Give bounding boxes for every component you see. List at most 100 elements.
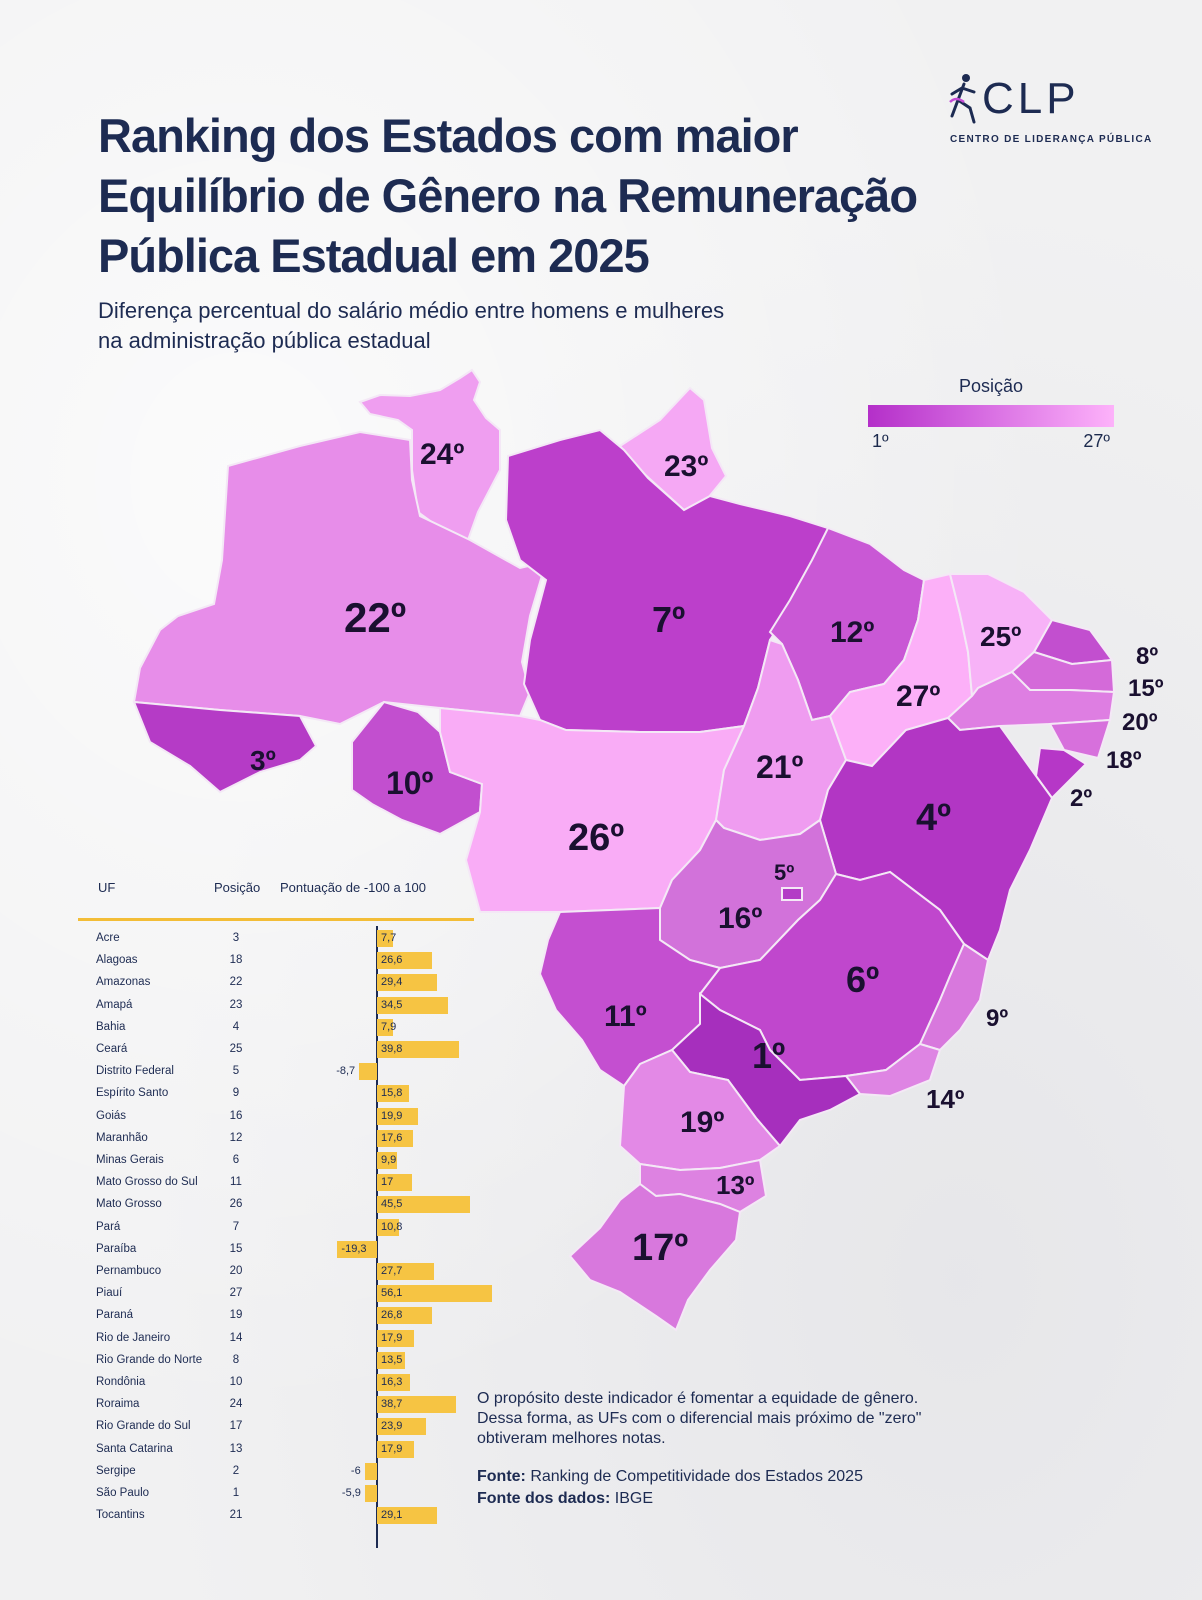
state-al	[1048, 718, 1112, 760]
title-line-1: Ranking dos Estados com maior	[98, 109, 799, 162]
legend-max-label: 27º	[1083, 431, 1110, 451]
score-label: 23,9	[381, 1420, 403, 1433]
legend-min-label: 1º	[872, 431, 889, 451]
score-bar	[377, 1440, 414, 1458]
score-bar	[377, 1107, 418, 1125]
row-position: 10	[229, 1376, 243, 1388]
title-line-3: Pública Estadual em 2025	[98, 229, 650, 282]
score-label: 10,8	[381, 1220, 403, 1233]
header-posicao: Posição	[214, 880, 261, 895]
score-label: 16,3	[381, 1376, 403, 1388]
score-bar	[377, 1418, 426, 1436]
score-bar	[377, 1329, 414, 1347]
row-position: 7	[232, 1220, 240, 1233]
table-row: Rio de Janeiro 14 17,9	[78, 1328, 478, 1350]
row-uf: Maranhão	[96, 1131, 148, 1144]
row-uf: Tocantins	[96, 1509, 145, 1522]
data-source-label: Fonte dos dados:	[477, 1490, 611, 1507]
score-label: 15,8	[381, 1087, 403, 1100]
source-block: Fonte: Ranking de Competitividade dos Es…	[477, 1466, 863, 1510]
row-uf: Pará	[96, 1220, 121, 1233]
rank-label-go: 16º	[718, 902, 762, 935]
row-uf: Espírito Santo	[96, 1087, 169, 1100]
score-bar	[377, 1041, 459, 1058]
score-label: 7,9	[381, 1020, 397, 1033]
row-position: 9	[232, 1087, 240, 1100]
row-position: 13	[229, 1442, 243, 1455]
row-uf: Ceará	[96, 1043, 128, 1055]
logo-subtitle: CENTRO DE LIDERANÇA PÚBLICA	[950, 134, 1153, 145]
row-position: 12	[229, 1131, 243, 1144]
score-bar	[377, 1351, 405, 1369]
method-note: O propósito deste indicador é fomentar a…	[477, 1389, 997, 1449]
score-label: 34,5	[381, 998, 403, 1011]
rank-label-pr: 19º	[680, 1106, 724, 1139]
table-row: Pernambuco 20 27,7	[78, 1261, 478, 1283]
rank-label-ap: 23º	[664, 450, 708, 483]
row-position: 3	[232, 932, 240, 944]
score-bar	[364, 1462, 377, 1480]
row-uf: Santa Catarina	[96, 1442, 173, 1455]
row-uf: Minas Gerais	[96, 1154, 164, 1166]
score-label: -5,9	[341, 1487, 361, 1499]
score-bar	[377, 1218, 400, 1236]
note-line-2: Dessa forma, as UFs com o diferencial ma…	[477, 1410, 922, 1427]
score-label: 17,6	[381, 1131, 403, 1144]
row-uf: Rio de Janeiro	[96, 1331, 171, 1344]
rank-label-df: 5º	[774, 860, 794, 885]
table-row: Paraíba 15 -19,3	[78, 1239, 478, 1261]
row-uf: Acre	[96, 932, 120, 944]
score-bar	[377, 952, 432, 970]
row-uf: Goiás	[96, 1109, 127, 1122]
rank-label-pa: 7º	[652, 599, 685, 640]
title-line-2: Equilíbrio de Gênero na Remuneração	[98, 169, 918, 222]
row-position: 16	[229, 1109, 243, 1122]
row-position: 24	[229, 1398, 243, 1411]
table-row: Amazonas 22 29,4	[78, 972, 478, 994]
score-bar	[377, 1507, 437, 1525]
clp-logo: CLP CENTRO DE LIDERANÇA PÚBLICA	[948, 72, 1151, 152]
row-position: 2	[232, 1464, 240, 1477]
row-uf: São Paulo	[96, 1487, 150, 1499]
row-position: 22	[229, 976, 243, 989]
score-label: 45,5	[381, 1198, 403, 1211]
score-label: 27,7	[381, 1265, 403, 1277]
row-uf: Paraná	[96, 1309, 134, 1322]
table-row: Bahia 4 7,9	[78, 1017, 478, 1039]
rank-label-ma: 12º	[830, 616, 874, 649]
score-bar	[377, 1018, 394, 1036]
row-uf: Mato Grosso	[96, 1198, 162, 1211]
rank-label-ac: 3º	[250, 745, 276, 776]
rank-label-se: 2º	[1070, 785, 1092, 812]
state-df	[781, 887, 803, 901]
source-text: Ranking de Competitividade dos Estados 2…	[525, 1468, 863, 1485]
rank-label-rr: 24º	[420, 438, 464, 471]
rank-label-pb: 15º	[1128, 675, 1164, 702]
table-row: Minas Gerais 6 9,9	[78, 1150, 478, 1172]
row-uf: Rio Grande do Norte	[96, 1353, 203, 1366]
score-bar	[377, 1285, 492, 1303]
rank-label-pe: 20º	[1122, 709, 1158, 736]
score-bar	[337, 1240, 377, 1258]
row-position: 11	[230, 1176, 242, 1189]
row-position: 6	[232, 1154, 240, 1166]
score-label: 17	[381, 1176, 394, 1189]
data-source-text: IBGE	[610, 1490, 654, 1507]
header-uf: UF	[98, 880, 116, 895]
score-label: -19,3	[341, 1242, 367, 1255]
score-bar	[377, 1307, 432, 1325]
table-row: Distrito Federal 5 -8,7	[78, 1061, 478, 1083]
score-label: 19,9	[381, 1109, 403, 1122]
table-row: Amapá 23 34,5	[78, 995, 478, 1017]
row-position: 15	[229, 1242, 243, 1255]
row-position: 17	[229, 1420, 243, 1433]
table-row: Rondônia 10 16,3	[78, 1372, 478, 1394]
score-label: -8,7	[336, 1065, 356, 1078]
score-label: 17,9	[381, 1442, 403, 1455]
score-bar	[377, 1196, 471, 1214]
row-uf: Rio Grande do Sul	[96, 1420, 191, 1433]
row-position: 4	[232, 1020, 240, 1033]
score-bar	[377, 1129, 414, 1147]
row-uf: Amapá	[96, 998, 133, 1011]
